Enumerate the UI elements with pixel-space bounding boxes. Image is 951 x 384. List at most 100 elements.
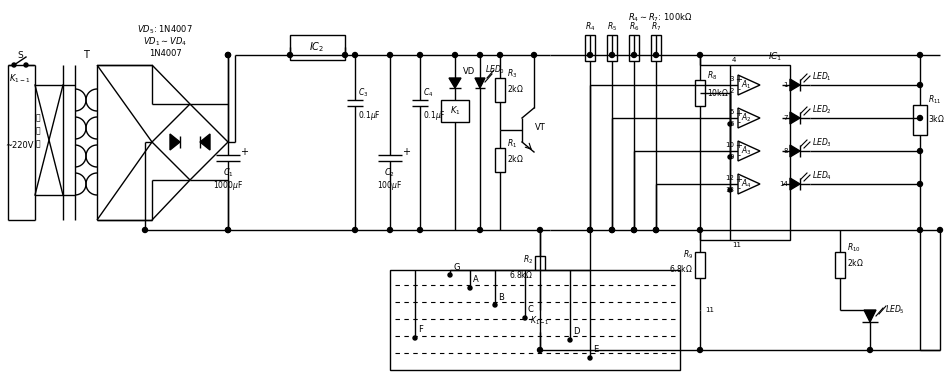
Text: F: F — [418, 326, 423, 334]
Text: $LED_2$: $LED_2$ — [812, 104, 832, 116]
Polygon shape — [738, 108, 760, 128]
Text: 3: 3 — [729, 76, 734, 82]
Circle shape — [225, 53, 230, 58]
Circle shape — [413, 336, 417, 340]
Text: E: E — [593, 346, 598, 354]
Bar — [532, 310, 548, 332]
Bar — [390, 270, 680, 370]
Text: 1: 1 — [784, 82, 788, 88]
Text: $C_2$: $C_2$ — [384, 167, 396, 179]
Text: 100$\mu$F: 100$\mu$F — [378, 179, 402, 192]
Text: VT: VT — [535, 124, 546, 132]
Text: B: B — [498, 293, 504, 301]
Circle shape — [610, 53, 614, 58]
Text: 2k$\Omega$: 2k$\Omega$ — [507, 83, 524, 93]
Circle shape — [918, 53, 922, 58]
Text: $VD_5$: 1N4007: $VD_5$: 1N4007 — [137, 24, 193, 36]
Text: $R_4\sim R_7$: 100k$\Omega$: $R_4\sim R_7$: 100k$\Omega$ — [628, 12, 692, 24]
Circle shape — [468, 286, 472, 290]
Circle shape — [523, 316, 527, 320]
Circle shape — [537, 227, 542, 232]
Circle shape — [24, 63, 28, 67]
Text: ~220V: ~220V — [5, 141, 33, 149]
Polygon shape — [738, 75, 760, 95]
Text: $VD_1$$\sim$$VD_4$: $VD_1$$\sim$$VD_4$ — [143, 36, 187, 48]
Text: 10k$\Omega$: 10k$\Omega$ — [707, 86, 728, 98]
Text: 电: 电 — [36, 114, 41, 122]
Text: G: G — [453, 263, 459, 271]
Circle shape — [532, 53, 536, 58]
Text: $R_{10}$: $R_{10}$ — [847, 242, 861, 254]
Text: 0.1$\mu$F: 0.1$\mu$F — [423, 109, 446, 121]
Bar — [913, 105, 927, 135]
Text: $A_1$: $A_1$ — [741, 79, 751, 91]
Bar — [35, 85, 63, 195]
Circle shape — [568, 338, 572, 342]
Circle shape — [918, 149, 922, 154]
Bar — [695, 80, 705, 106]
Circle shape — [143, 227, 147, 232]
Text: 11: 11 — [705, 307, 714, 313]
Circle shape — [938, 227, 942, 232]
Text: 7: 7 — [784, 115, 788, 121]
Text: 13: 13 — [725, 187, 734, 193]
Circle shape — [918, 116, 922, 121]
Polygon shape — [738, 141, 760, 161]
Polygon shape — [449, 78, 461, 88]
Text: 2k$\Omega$: 2k$\Omega$ — [847, 258, 864, 268]
Circle shape — [728, 188, 732, 192]
Circle shape — [697, 53, 703, 58]
Circle shape — [387, 53, 393, 58]
Circle shape — [653, 227, 658, 232]
Text: 磁: 磁 — [36, 126, 41, 136]
Circle shape — [631, 227, 636, 232]
Circle shape — [588, 356, 592, 360]
Text: $R_6$: $R_6$ — [629, 21, 639, 33]
Polygon shape — [475, 78, 485, 88]
Polygon shape — [738, 174, 760, 194]
Circle shape — [653, 227, 658, 232]
Text: $IC_2$: $IC_2$ — [309, 40, 324, 54]
Text: 阀: 阀 — [36, 139, 41, 149]
Text: $A_4$: $A_4$ — [741, 178, 751, 190]
Text: VD: VD — [463, 68, 476, 76]
Circle shape — [631, 53, 636, 58]
Text: $LED_3$: $LED_3$ — [812, 137, 832, 149]
Text: $LED_5$: $LED_5$ — [885, 304, 904, 316]
Text: 1N4007: 1N4007 — [148, 50, 182, 58]
Bar — [629, 35, 639, 61]
Bar — [290, 35, 345, 60]
Circle shape — [610, 227, 614, 232]
Text: T: T — [83, 50, 89, 60]
Text: $K_{1-1}$: $K_{1-1}$ — [530, 315, 550, 327]
Circle shape — [225, 227, 230, 232]
Text: -: - — [737, 119, 741, 127]
Text: 8: 8 — [784, 148, 788, 154]
Text: 10: 10 — [725, 142, 734, 148]
Circle shape — [631, 227, 636, 232]
Text: $R_7$: $R_7$ — [650, 21, 661, 33]
Text: $C_1$: $C_1$ — [223, 167, 234, 179]
Circle shape — [697, 348, 703, 353]
Circle shape — [918, 227, 922, 232]
Polygon shape — [170, 134, 180, 150]
Bar — [585, 35, 595, 61]
Text: $R_1$: $R_1$ — [507, 138, 517, 150]
Circle shape — [918, 83, 922, 88]
Text: 14: 14 — [779, 181, 788, 187]
Text: $K_{1-1}$: $K_{1-1}$ — [10, 73, 30, 85]
Text: 2: 2 — [729, 88, 734, 94]
Polygon shape — [790, 145, 800, 157]
Bar — [607, 35, 617, 61]
Circle shape — [353, 53, 358, 58]
Bar — [835, 252, 845, 278]
Text: $R_4$: $R_4$ — [585, 21, 595, 33]
Text: 2k$\Omega$: 2k$\Omega$ — [507, 152, 524, 164]
Circle shape — [537, 348, 542, 353]
Circle shape — [588, 227, 592, 232]
Text: A: A — [473, 275, 478, 285]
Polygon shape — [200, 134, 210, 150]
Text: -: - — [737, 86, 741, 94]
Polygon shape — [864, 310, 876, 322]
Bar — [651, 35, 661, 61]
